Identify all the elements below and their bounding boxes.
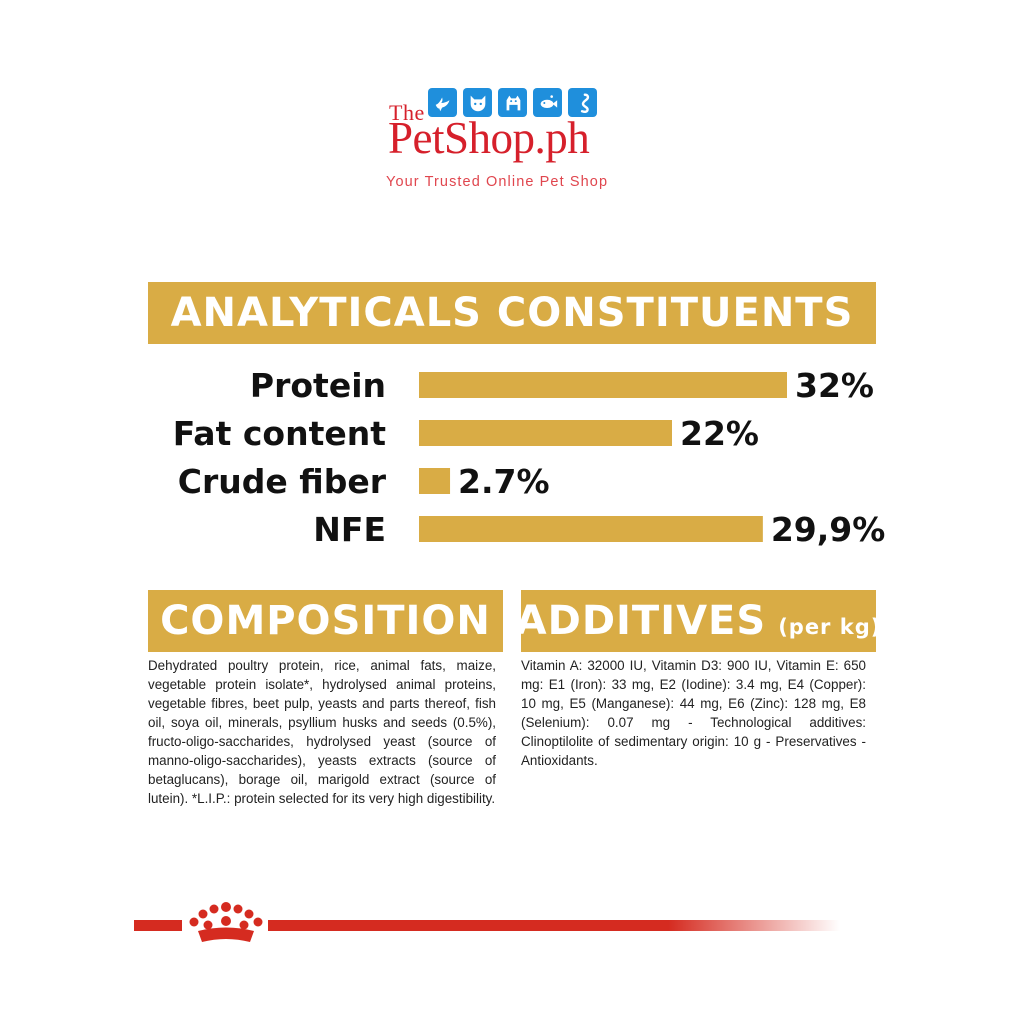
value-label-crude-fiber: 2.7% <box>458 462 550 501</box>
bar-fat-content <box>419 420 672 446</box>
fish-icon <box>533 88 562 117</box>
bar-protein <box>419 372 787 398</box>
footer-line-left <box>134 920 182 931</box>
logo-pet-icons <box>428 88 597 117</box>
additives-text: Vitamin A: 32000 IU, Vitamin D3: 900 IU,… <box>521 658 866 768</box>
logo-name-text: PetShop.ph <box>388 113 590 163</box>
bar-crude-fiber <box>419 468 451 494</box>
category-label-crude-fiber: Crude fiber <box>178 462 387 501</box>
store-logo: The PetShop.ph Your Trusted Online Pet S… <box>386 86 646 196</box>
value-label-nfe: 29,9% <box>771 510 886 549</box>
category-label-protein: Protein <box>250 366 386 405</box>
snake-icon <box>568 88 597 117</box>
logo-tagline: Your Trusted Online Pet Shop <box>386 174 609 190</box>
additives-subtitle: (per kg) <box>778 615 882 639</box>
analyticals-title: ANALYTICALS CONSTITUENTS <box>170 290 854 336</box>
bar-nfe <box>419 516 763 542</box>
footer-line-right <box>268 920 840 931</box>
dog-icon <box>498 88 527 117</box>
bird-icon <box>428 88 457 117</box>
cat-icon <box>463 88 492 117</box>
additives-header: ADDITIVES (per kg) <box>516 590 880 652</box>
composition-text: Dehydrated poultry protein, rice, animal… <box>148 658 496 806</box>
value-label-protein: 32% <box>795 366 874 405</box>
additives-title: ADDITIVES <box>515 598 767 644</box>
composition-header: COMPOSITION <box>148 590 503 652</box>
composition-title: COMPOSITION <box>160 598 491 644</box>
analyticals-header: ANALYTICALS CONSTITUENTS <box>148 282 876 344</box>
logo-the-text: The <box>389 100 425 125</box>
category-label-nfe: NFE <box>313 510 386 549</box>
royal-canin-crown-icon <box>189 902 263 942</box>
value-label-fat-content: 22% <box>680 414 759 453</box>
category-label-fat-content: Fat content <box>173 414 387 453</box>
